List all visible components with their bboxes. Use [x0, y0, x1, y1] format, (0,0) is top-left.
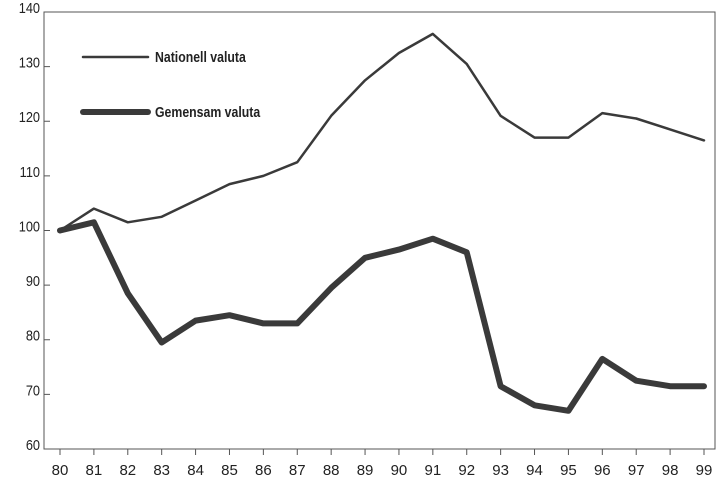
y-tick-label: 110 [20, 163, 41, 180]
x-tick-label: 92 [458, 462, 475, 479]
x-tick-label: 84 [187, 462, 204, 479]
x-tick-label: 96 [594, 462, 611, 479]
x-tick-label: 99 [696, 462, 713, 479]
x-tick-label: 82 [119, 462, 136, 479]
y-tick-label: 120 [19, 108, 40, 125]
x-tick-label: 85 [221, 462, 238, 479]
axes: 60 70 80 90 100 110 120 130 140 80 81 82 83 84 85 86 87 8… [19, 0, 716, 479]
x-tick-label: 91 [424, 462, 441, 479]
series-line-1 [58, 32, 706, 232]
x-tick-label: 88 [323, 462, 340, 479]
y-tick-label: 70 [26, 381, 40, 398]
x-tick-label: 86 [255, 462, 272, 479]
x-tick-label: 81 [86, 462, 103, 479]
x-tick-label: 98 [662, 462, 679, 479]
y-tick-label: 100 [19, 217, 40, 234]
x-tick-label: 80 [52, 462, 69, 479]
y-tick-label: 130 [19, 54, 40, 71]
legend: Nationell valuta Gemensam valuta [80, 49, 261, 120]
y-tick-label: 90 [26, 272, 40, 289]
legend-label-1: Nationell valuta [155, 49, 246, 65]
x-tick-label: 89 [357, 462, 374, 479]
y-tick-label: 80 [26, 327, 40, 344]
x-tick-label: 87 [289, 462, 306, 479]
x-tick-label: 95 [560, 462, 577, 479]
x-tick-label: 94 [526, 462, 543, 479]
y-tick-label: 60 [26, 436, 40, 453]
x-tick-label: 93 [492, 462, 509, 479]
series-line-2 [57, 219, 707, 414]
plot-frame [43, 11, 716, 450]
x-tick-label: 97 [628, 462, 645, 479]
legend-label-2: Gemensam valuta [155, 104, 261, 120]
x-tick-label: 83 [153, 462, 170, 479]
series-layer [57, 32, 707, 414]
y-tick-label: 140 [19, 0, 40, 16]
x-tick-label: 90 [391, 462, 408, 479]
